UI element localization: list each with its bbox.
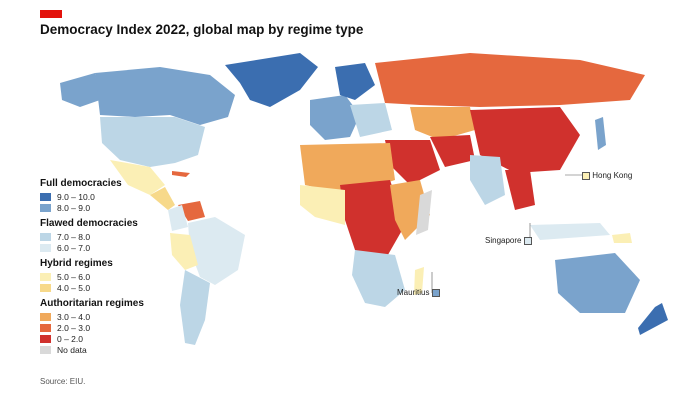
legend-label: 9.0 – 10.0 xyxy=(57,191,95,202)
region-mexico xyxy=(110,160,165,195)
legend-item: 2.0 – 3.0 xyxy=(40,322,200,333)
region-canada xyxy=(95,67,235,125)
legend-label: 8.0 – 9.0 xyxy=(57,202,91,213)
region-central-asia xyxy=(410,107,475,140)
region-png xyxy=(612,233,632,243)
region-west-africa xyxy=(300,185,345,225)
legend-item: 5.0 – 6.0 xyxy=(40,271,200,282)
legend-group-hybrid: Hybrid regimes 5.0 – 6.0 4.0 – 5.0 xyxy=(40,258,200,293)
region-central-africa xyxy=(340,180,405,260)
world-map xyxy=(60,53,668,345)
legend-label: 2.0 – 3.0 xyxy=(57,322,91,333)
hong-kong-label: Hong Kong xyxy=(592,171,633,180)
legend-group-authoritarian: Authoritarian regimes 3.0 – 4.0 2.0 – 3.… xyxy=(40,298,200,355)
legend-item: No data xyxy=(40,344,200,355)
singapore-callout: Singapore xyxy=(485,236,532,245)
region-australia xyxy=(555,253,640,313)
legend-swatch xyxy=(40,312,51,321)
region-usa xyxy=(100,117,205,167)
legend-swatch xyxy=(40,283,51,292)
legend-label: 0 – 2.0 xyxy=(57,333,83,344)
region-central-america xyxy=(150,187,175,210)
region-china xyxy=(470,107,580,173)
region-colombia xyxy=(168,205,188,231)
legend-swatch xyxy=(40,323,51,332)
legend-item: 0 – 2.0 xyxy=(40,333,200,344)
region-brazil xyxy=(188,217,245,285)
page-title: Democracy Index 2022, global map by regi… xyxy=(40,22,364,37)
legend-swatch xyxy=(40,334,51,343)
legend-item: 3.0 – 4.0 xyxy=(40,311,200,322)
legend: Full democracies 9.0 – 10.0 8.0 – 9.0 Fl… xyxy=(40,178,200,360)
region-cuba xyxy=(172,171,190,177)
singapore-swatch xyxy=(523,236,532,245)
legend-label: 5.0 – 6.0 xyxy=(57,271,91,282)
region-scandinavia xyxy=(335,63,375,100)
legend-item: 7.0 – 8.0 xyxy=(40,231,200,242)
mauritius-label: Mauritius xyxy=(397,288,430,297)
region-venezuela xyxy=(178,201,205,221)
region-middle-east xyxy=(385,140,440,185)
legend-label: 3.0 – 4.0 xyxy=(57,311,91,322)
legend-swatch xyxy=(40,232,51,241)
source-note: Source: EIU. xyxy=(40,377,86,386)
legend-swatch xyxy=(40,272,51,281)
legend-group-flawed: Flawed democracies 7.0 – 8.0 6.0 – 7.0 xyxy=(40,218,200,253)
brand-bar xyxy=(40,10,62,18)
region-alaska xyxy=(60,73,100,107)
region-madagascar xyxy=(414,267,424,295)
legend-heading-hybrid: Hybrid regimes xyxy=(40,258,113,269)
legend-label: 4.0 – 5.0 xyxy=(57,282,91,293)
singapore-label: Singapore xyxy=(485,236,522,245)
hong-kong-callout: Hong Kong xyxy=(582,171,632,180)
legend-item: 6.0 – 7.0 xyxy=(40,242,200,253)
legend-swatch xyxy=(40,192,51,201)
region-southern-africa xyxy=(352,250,405,307)
legend-heading-full: Full democracies xyxy=(40,178,122,189)
region-indonesia xyxy=(530,223,610,240)
legend-swatch xyxy=(40,243,51,252)
legend-swatch xyxy=(40,345,51,354)
region-western-europe xyxy=(310,95,360,140)
region-russia xyxy=(375,53,645,107)
legend-group-full: Full democracies 9.0 – 10.0 8.0 – 9.0 xyxy=(40,178,200,213)
legend-item: 9.0 – 10.0 xyxy=(40,191,200,202)
region-argentina-chile xyxy=(180,270,210,345)
legend-heading-authoritarian: Authoritarian regimes xyxy=(40,298,144,309)
region-se-asia xyxy=(505,170,535,210)
region-japan xyxy=(595,117,606,150)
region-new-zealand xyxy=(638,303,668,335)
legend-label: 7.0 – 8.0 xyxy=(57,231,91,242)
region-greenland xyxy=(225,53,318,107)
legend-item: 8.0 – 9.0 xyxy=(40,202,200,213)
region-india xyxy=(470,155,505,205)
legend-heading-flawed: Flawed democracies xyxy=(40,218,138,229)
legend-label: No data xyxy=(57,344,87,355)
legend-swatch xyxy=(40,203,51,212)
region-peru-bolivia xyxy=(170,233,198,270)
mauritius-swatch xyxy=(431,288,440,297)
legend-item: 4.0 – 5.0 xyxy=(40,282,200,293)
region-somalia xyxy=(416,190,432,235)
region-iran xyxy=(430,135,475,167)
region-eastern-europe xyxy=(350,103,392,137)
legend-label: 6.0 – 7.0 xyxy=(57,242,91,253)
mauritius-callout: Mauritius xyxy=(397,288,440,297)
hong-kong-swatch xyxy=(582,171,590,180)
